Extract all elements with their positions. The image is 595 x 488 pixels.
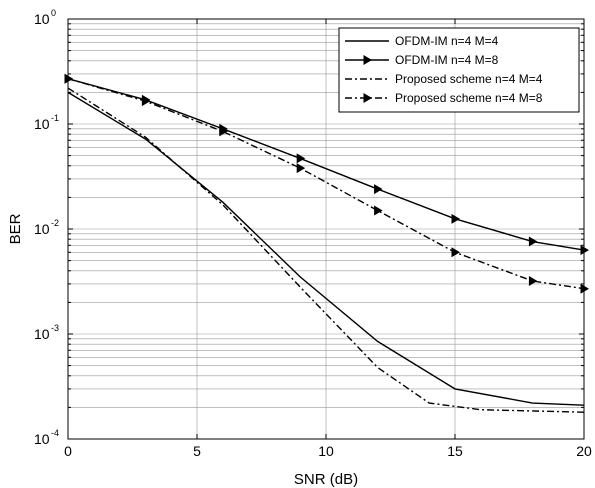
x-tick-label: 5: [193, 443, 201, 459]
series-point-marker: [451, 247, 460, 258]
y-tick-label: 10: [34, 11, 50, 27]
series-point-marker: [141, 96, 151, 107]
series-3: [67, 87, 585, 413]
legend-entry: Proposed scheme n=4 M=4: [345, 72, 543, 86]
y-tick-label-exponent: -4: [51, 428, 59, 438]
series-point-marker: [296, 153, 306, 164]
legend-label: Proposed scheme n=4 M=8: [395, 91, 543, 105]
y-tick-label-exponent: -1: [51, 113, 59, 123]
y-tick-label-exponent: -2: [51, 218, 59, 228]
x-tick-label: 0: [64, 443, 72, 459]
x-axis-title: SNR (dB): [294, 471, 358, 488]
series-point-marker: [219, 126, 228, 137]
legend-label: OFDM-IM n=4 M=8: [395, 53, 499, 67]
series-line: [67, 78, 585, 290]
legend-label: OFDM-IM n=4 M=4: [395, 34, 499, 48]
series-point-marker: [451, 213, 460, 224]
legend: OFDM-IM n=4 M=4 OFDM-IM n=4 M=8 Proposed s…: [338, 27, 580, 113]
series-point-marker: [580, 283, 589, 294]
series-1: [67, 91, 585, 406]
series-point-marker: [296, 163, 306, 174]
y-tick-label: 10: [34, 116, 50, 132]
series-point-marker: [374, 205, 383, 216]
y-tick-label: 10: [34, 326, 50, 342]
y-axis-title: BER: [7, 213, 24, 244]
series-line: [67, 91, 585, 406]
series-4: [64, 73, 589, 294]
x-tick-label: 10: [318, 443, 334, 459]
series-line: [67, 78, 585, 251]
series-point-marker: [64, 73, 73, 84]
series: [64, 73, 589, 413]
series-line: [67, 87, 585, 413]
series-point-marker: [528, 236, 538, 247]
x-tick-label: 20: [576, 443, 592, 459]
series-point-marker: [528, 275, 538, 286]
y-tick-label-exponent: 0: [51, 8, 56, 18]
y-tick-label-exponent: -3: [51, 323, 59, 333]
legend-marker-sample: [363, 55, 372, 65]
legend-marker-sample: [363, 93, 372, 103]
legend-entry: OFDM-IM n=4 M=8: [345, 53, 499, 67]
legend-label: Proposed scheme n=4 M=4: [395, 72, 543, 86]
series-point-marker: [580, 245, 589, 256]
y-tick-label: 10: [34, 221, 50, 237]
x-tick-label: 15: [447, 443, 463, 459]
legend-entry: OFDM-IM n=4 M=4: [345, 34, 499, 48]
legend-entry: Proposed scheme n=4 M=8: [345, 91, 543, 105]
series-point-marker: [374, 184, 383, 195]
y-tick-label: 10: [34, 431, 50, 447]
